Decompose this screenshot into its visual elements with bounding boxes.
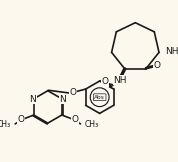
Text: N: N	[30, 95, 36, 104]
Text: NH: NH	[165, 47, 178, 56]
Text: N: N	[59, 95, 66, 104]
Text: O: O	[69, 88, 76, 97]
Text: CH₃: CH₃	[0, 120, 11, 129]
Text: O: O	[71, 115, 78, 124]
Text: NH: NH	[113, 76, 127, 85]
Text: O: O	[154, 61, 161, 70]
Text: Abs: Abs	[94, 95, 105, 100]
Text: O: O	[102, 77, 109, 86]
Text: CH₃: CH₃	[85, 120, 99, 129]
Text: O: O	[17, 115, 24, 124]
